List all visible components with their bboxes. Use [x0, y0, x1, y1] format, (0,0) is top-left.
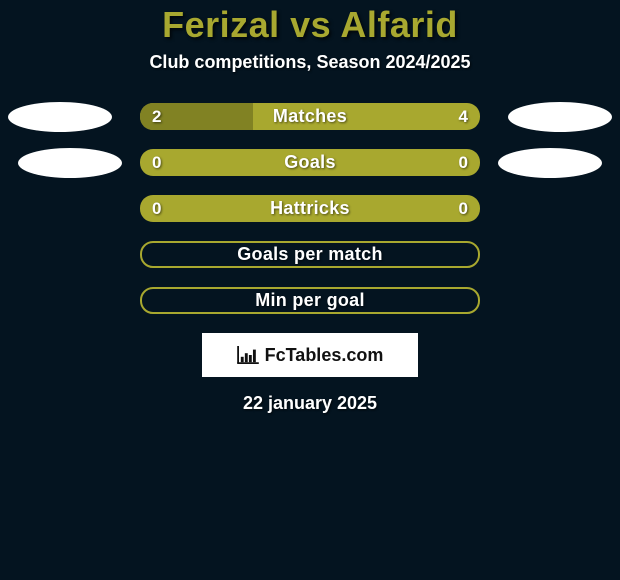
site-logo-text: FcTables.com	[265, 345, 384, 366]
stat-row-hattricks: 00Hattricks	[0, 195, 620, 222]
stat-row-min-per-goal: Min per goal	[0, 287, 620, 314]
player-photo-left	[8, 102, 112, 132]
stat-bar: Min per goal	[140, 287, 480, 314]
stats-area: 24Matches 00Goals 00Hattricks Goals per mat…	[0, 103, 620, 314]
stat-bar: Goals per match	[140, 241, 480, 268]
page-title: Ferizal vs Alfarid	[0, 4, 620, 46]
snapshot-date: 22 january 2025	[0, 393, 620, 414]
player-photo-left	[18, 148, 122, 178]
stat-row-goals: 00Goals	[0, 149, 620, 176]
stat-label: Goals per match	[142, 243, 478, 266]
stat-label: Matches	[140, 103, 480, 130]
player-photo-right	[508, 102, 612, 132]
player-photo-right	[498, 148, 602, 178]
stat-row-matches: 24Matches	[0, 103, 620, 130]
stat-bar: 00Hattricks	[140, 195, 480, 222]
stat-bar: 00Goals	[140, 149, 480, 176]
stat-label: Hattricks	[140, 195, 480, 222]
subtitle: Club competitions, Season 2024/2025	[0, 52, 620, 73]
stat-row-goals-per-match: Goals per match	[0, 241, 620, 268]
stat-bar: 24Matches	[140, 103, 480, 130]
bar-chart-icon	[237, 346, 259, 364]
stat-label: Min per goal	[142, 289, 478, 312]
site-logo: FcTables.com	[202, 333, 418, 377]
stat-label: Goals	[140, 149, 480, 176]
